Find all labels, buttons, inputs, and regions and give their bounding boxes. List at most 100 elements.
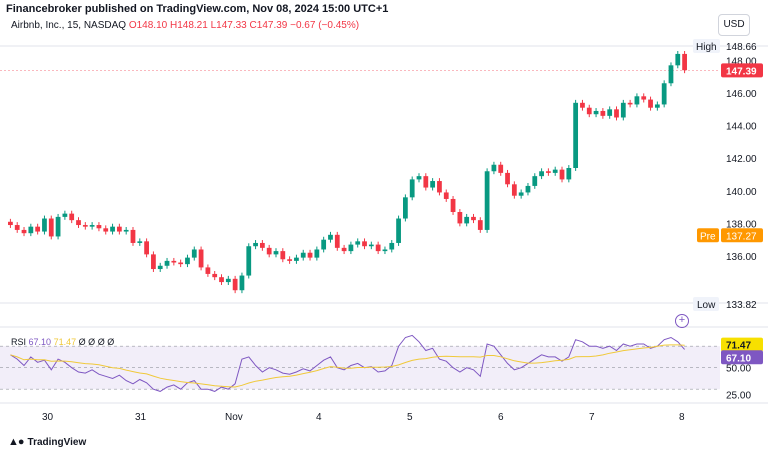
candle-body — [368, 244, 374, 247]
candle-body — [341, 247, 347, 252]
price-tick-label: 136.00 — [726, 252, 757, 263]
open-value: O148.10 — [128, 20, 168, 31]
low-badge — [693, 297, 719, 311]
candle-body — [232, 278, 238, 291]
candle-body — [423, 176, 429, 188]
candle-body — [668, 65, 674, 84]
candle-body — [416, 176, 422, 180]
time-tick-label: 30 — [42, 412, 54, 423]
plus-icon[interactable]: + — [675, 314, 689, 328]
candle-body — [593, 110, 599, 115]
candle-body — [675, 53, 681, 66]
candle-body — [498, 164, 504, 173]
candle-body — [42, 218, 47, 232]
rsi-ma-value: 71.47 — [53, 337, 77, 347]
candle-body — [580, 102, 585, 108]
rsi-ma-badge-value: 71.47 — [726, 341, 751, 352]
candle-body — [654, 104, 660, 108]
candle-body — [307, 252, 313, 258]
low-value: L147.33 — [210, 20, 247, 31]
candle-body — [96, 225, 102, 229]
last-price-value: 147.39 — [726, 66, 757, 77]
symbol-name[interactable]: Airbnb, Inc., 15, NASDAQ — [11, 20, 127, 31]
candle-body — [103, 228, 109, 232]
rsi-tick-label: 25.00 — [726, 391, 751, 402]
candle-body — [205, 267, 211, 274]
high-value: 148.66 — [726, 42, 757, 53]
candle-body — [273, 251, 279, 255]
candle-body — [614, 109, 619, 118]
currency-button[interactable]: USD — [718, 14, 750, 36]
time-tick-label: 5 — [407, 412, 413, 423]
rsi-line — [10, 334, 685, 392]
candle-body — [8, 221, 13, 226]
time-tick-label: 6 — [498, 412, 504, 423]
pre-value: 137.27 — [726, 231, 757, 242]
candle-body — [280, 251, 286, 260]
rsi-label[interactable]: RSI — [11, 337, 27, 347]
candle-body — [607, 109, 613, 116]
price-tick-label: 146.00 — [726, 89, 757, 100]
rsi-placeholder: Ø — [97, 337, 105, 347]
rsi-legend: RSI 67.10 71.47 Ø Ø Ø Ø — [11, 337, 114, 347]
rsi-tick-label: 50.00 — [726, 364, 751, 375]
candle-body — [457, 212, 463, 224]
candle-body — [443, 192, 449, 199]
candle-body — [586, 107, 592, 115]
price-tick-label: 148.00 — [726, 56, 757, 67]
candle-body — [464, 216, 470, 224]
candle-body — [375, 244, 381, 252]
candle-body — [219, 277, 224, 283]
publisher-line: Financebroker published on TradingView.c… — [6, 3, 389, 15]
candle-body — [430, 181, 436, 188]
rsi-ma-badge — [721, 337, 763, 352]
candle-body — [546, 171, 551, 173]
candle-body — [505, 172, 510, 185]
candle-body — [130, 229, 136, 243]
tradingview-logo-icon: ▲● — [8, 436, 25, 448]
symbol-legend: Airbnb, Inc., 15, NASDAQ O148.10 H148.21… — [11, 20, 359, 31]
candle-body — [484, 171, 490, 230]
candle-body — [532, 176, 538, 186]
candle-body — [82, 225, 88, 227]
candle-body — [437, 181, 442, 193]
candle-body — [511, 184, 517, 196]
price-tick-label: 138.00 — [726, 219, 757, 230]
rsi-placeholder: Ø — [107, 337, 115, 347]
rsi-value-badge — [721, 350, 763, 365]
candle-body — [328, 234, 333, 240]
rsi-badge-value: 67.10 — [726, 353, 751, 364]
candle-body — [116, 226, 122, 232]
candle-body — [403, 197, 408, 219]
candle-body — [164, 260, 170, 266]
close-value: C147.39 — [249, 20, 288, 31]
candle-body — [409, 179, 415, 198]
candle-body — [89, 225, 95, 227]
pre-label: Pre — [700, 231, 716, 242]
candle-body — [171, 260, 177, 263]
candle-body — [450, 198, 456, 212]
candle-body — [157, 265, 163, 270]
candle-body — [246, 246, 252, 276]
candle-body — [321, 239, 327, 250]
rsi-placeholder: Ø — [88, 337, 96, 347]
candle-body — [28, 226, 34, 234]
candle-body — [137, 241, 143, 243]
candle-body — [259, 242, 265, 248]
candle-body — [573, 102, 579, 168]
candle-body — [14, 225, 20, 230]
candle-body — [355, 241, 361, 245]
rsi-value: 67.10 — [28, 337, 52, 347]
candle-body — [539, 171, 544, 177]
candle-body — [185, 257, 190, 265]
candle-body — [198, 249, 204, 268]
candle-body — [518, 192, 524, 196]
candle-body — [471, 216, 476, 221]
candle-body — [552, 169, 558, 173]
candle-body — [55, 216, 61, 237]
time-tick-label: 4 — [316, 412, 322, 423]
price-tick-label: 142.00 — [726, 154, 757, 165]
candle-body — [648, 99, 653, 108]
candle-body — [600, 110, 606, 116]
